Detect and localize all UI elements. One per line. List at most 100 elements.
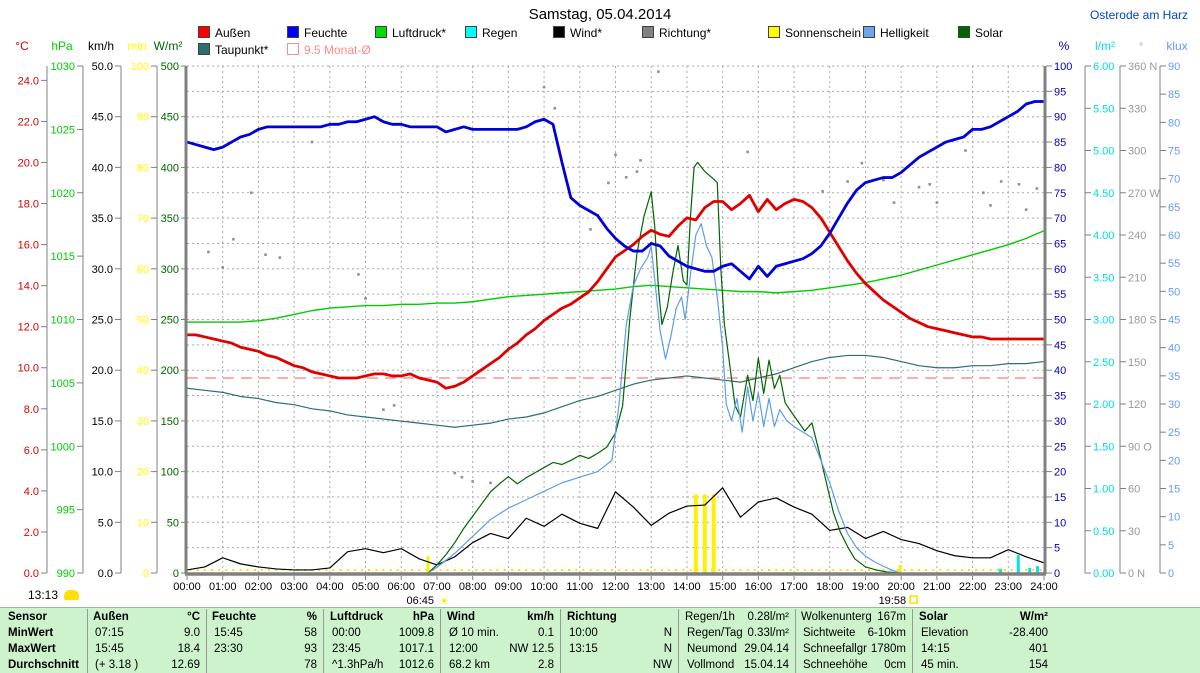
sunset-square-icon: [909, 595, 918, 604]
x-tick-label: 24:00: [1030, 581, 1058, 593]
axis-tick-label: 22.0: [18, 116, 39, 128]
wind-direction-dot: [221, 266, 225, 269]
x-tick-label: 01:00: [209, 581, 237, 593]
axis-tick-label: 55: [1168, 258, 1180, 270]
x-tick-label: 06:00: [387, 581, 415, 593]
footer-cell: 58: [304, 627, 317, 639]
sunshine-baseline-dot: [925, 569, 928, 571]
sunshine-bar: [693, 494, 698, 573]
x-tick-label: 02:00: [245, 581, 273, 593]
axis-tick-label: 6.0: [24, 445, 39, 457]
axis-tick-label: 30: [1054, 416, 1066, 428]
axis-tick-label: 25: [1054, 441, 1066, 453]
sunshine-baseline-dot: [403, 569, 406, 571]
axis-tick-label: 20: [137, 467, 149, 479]
axis-tick-label: 80: [1054, 162, 1066, 174]
sunshine-baseline-dot: [325, 569, 328, 571]
footer-cell: W/m²: [1019, 611, 1048, 623]
axis-tick-label: 20.0: [92, 365, 113, 377]
axis-tick-label: 75: [1168, 146, 1180, 158]
axis-tick-label: 50: [1168, 286, 1180, 298]
legend-swatch: [553, 26, 565, 38]
sunshine-baseline-dot: [896, 569, 899, 571]
x-tick-label: 12:00: [602, 581, 630, 593]
axis-tick-label: 450: [161, 112, 179, 124]
axis-tick-label: 0: [1054, 568, 1060, 580]
rain-bar: [998, 568, 1002, 573]
wind-direction-dot: [553, 106, 557, 110]
sunshine-baseline-dot: [646, 569, 649, 571]
sunshine-baseline-dot: [668, 569, 671, 571]
axis-unit-label: °C: [15, 39, 29, 53]
sunshine-baseline-dot: [746, 569, 749, 571]
series-solar: [427, 161, 901, 574]
axis-tick-label: 330: [1128, 103, 1146, 115]
wind-direction-dot: [935, 201, 939, 204]
sunshine-baseline-dot: [282, 569, 285, 571]
axis-tick-label: 12.0: [18, 322, 39, 334]
x-tick-label: 17:00: [780, 581, 808, 593]
axis-tick-label: 300: [1128, 146, 1146, 158]
sunshine-baseline-dot: [860, 569, 863, 571]
sunshine-baseline-dot: [589, 569, 592, 571]
footer-cell: 0cm: [884, 659, 906, 671]
axis-tick-label: 95: [1054, 86, 1066, 98]
axis-tick-label: 1.50: [1093, 441, 1114, 453]
wind-direction-dot: [917, 185, 921, 189]
clock: 13:13: [28, 588, 80, 602]
legend-label: Taupunkt*: [215, 43, 269, 57]
x-tick-label: 10:00: [530, 581, 558, 593]
x-tick-label: 08:00: [459, 581, 487, 593]
sunshine-baseline-dot: [560, 569, 563, 571]
sunshine-baseline-dot: [496, 569, 499, 571]
sunshine-baseline-dot: [953, 569, 956, 571]
sunshine-baseline-dot: [653, 569, 656, 571]
footer-cell: 12:00: [449, 643, 478, 655]
axis-tick-label: 150: [1128, 357, 1146, 369]
sunshine-baseline-dot: [532, 569, 535, 571]
sunshine-baseline-dot: [446, 569, 449, 571]
footer-cell: NW: [652, 659, 672, 671]
sunshine-baseline-dot: [989, 569, 992, 571]
sunshine-baseline-dot: [768, 569, 771, 571]
axis-unit-label: hPa: [51, 39, 73, 53]
legend-item-helligkeit: Helligkeit: [863, 26, 929, 40]
footer-cell: Ø 10 min.: [449, 627, 499, 639]
footer-cell: 0.33l/m²: [747, 627, 789, 639]
wind-direction-dot: [989, 204, 992, 207]
axis-tick-label: 500: [161, 61, 179, 73]
legend-item-wind-: Wind*: [553, 26, 602, 40]
footer-cell: 2.8: [538, 659, 554, 671]
wind-direction-dot: [471, 480, 474, 483]
sunshine-baseline-dot: [260, 569, 263, 571]
sunshine-baseline-dot: [539, 569, 542, 571]
sunshine-baseline-dot: [510, 569, 513, 571]
axis-tick-label: 1015: [51, 251, 75, 263]
sunshine-baseline-dot: [568, 569, 571, 571]
wind-direction-dot: [460, 475, 464, 479]
axis-unit-label: min: [127, 39, 146, 53]
sunshine-baseline-dot: [789, 569, 792, 571]
axis-tick-label: 270 W: [1128, 188, 1160, 200]
axis-tick-label: 85: [1168, 89, 1180, 101]
axis-tick-label: 300: [161, 264, 179, 276]
wind-direction-dot: [928, 183, 932, 186]
sunshine-baseline-dot: [203, 569, 206, 571]
axis-tick-label: 1005: [51, 378, 75, 390]
axis-tick-label: 40.0: [92, 162, 113, 174]
wind-direction-dot: [821, 190, 824, 193]
sunshine-baseline-dot: [360, 569, 363, 571]
series-außen: [185, 193, 1046, 390]
legend-swatch: [465, 26, 477, 38]
footer-divider: [560, 609, 561, 673]
sunshine-baseline-dot: [468, 569, 471, 571]
sunshine-baseline-dot: [932, 569, 935, 571]
wind-direction-dot: [860, 161, 864, 165]
footer-cell: Feuchte: [212, 611, 257, 623]
page-title: Samstag, 05.04.2014: [528, 6, 672, 23]
axis-tick-label: 0.0: [98, 568, 113, 580]
legend-swatch: [198, 26, 210, 38]
wind-direction-dot: [657, 70, 660, 73]
legend-label: Solar: [975, 26, 1004, 40]
sunshine-baseline-dot: [818, 569, 821, 571]
